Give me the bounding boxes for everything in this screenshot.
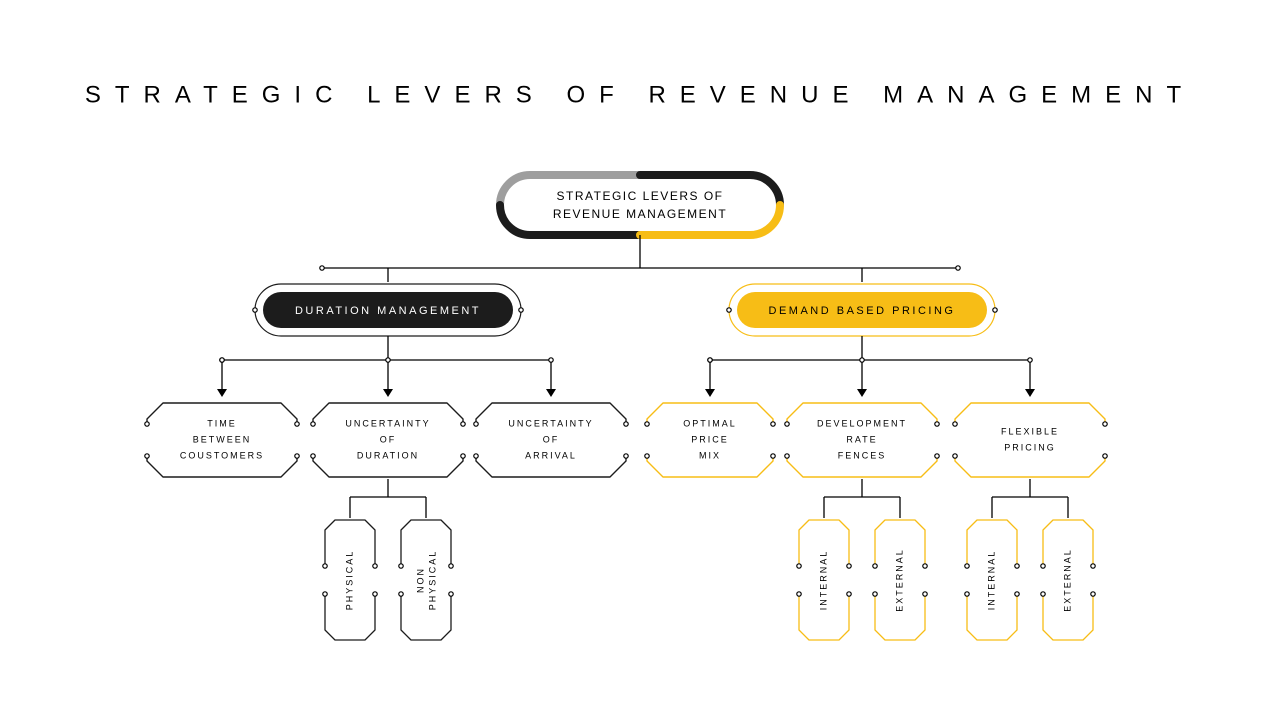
page-title: STRATEGIC LEVERS OF REVENUE MANAGEMENT [85, 81, 1195, 108]
level3-label: MIX [699, 450, 721, 460]
level3-node [955, 403, 1105, 424]
level3-label: RATE [846, 434, 877, 444]
root-node-label: REVENUE MANAGEMENT [553, 207, 727, 221]
level3-label: FLEXIBLE [1001, 426, 1059, 436]
level3-label: DEVELOPMENT [817, 418, 907, 428]
level4-label: EXTERNAL [894, 548, 904, 612]
diagram-canvas: STRATEGIC LEVERS OF REVENUE MANAGEMENT ST… [0, 0, 1280, 720]
level3-label: ARRIVAL [525, 450, 577, 460]
level2-label: DEMAND BASED PRICING [769, 305, 956, 317]
level3-label: FENCES [838, 450, 887, 460]
level4-node [401, 520, 451, 566]
level3-label: OF [543, 434, 560, 444]
root-node-label: STRATEGIC LEVERS OF [557, 189, 724, 203]
level3-label: PRICING [1004, 442, 1056, 452]
level3-label: UNCERTAINTY [345, 418, 430, 428]
level3-label: BETWEEN [193, 434, 252, 444]
level4-label: EXTERNAL [1062, 548, 1072, 612]
level4-label: PHYSICAL [427, 550, 437, 611]
level4-label: NON [415, 567, 425, 593]
level3-label: COUSTOMERS [180, 450, 264, 460]
level2-label: DURATION MANAGEMENT [295, 305, 481, 317]
level4-label: INTERNAL [818, 550, 828, 611]
level3-label: DURATION [357, 450, 419, 460]
level3-label: UNCERTAINTY [508, 418, 593, 428]
level3-label: PRICE [691, 434, 729, 444]
level4-label: INTERNAL [986, 550, 996, 611]
level3-label: OPTIMAL [683, 418, 737, 428]
level3-label: OF [380, 434, 397, 444]
level4-label: PHYSICAL [344, 550, 354, 611]
level3-label: TIME [207, 418, 237, 428]
